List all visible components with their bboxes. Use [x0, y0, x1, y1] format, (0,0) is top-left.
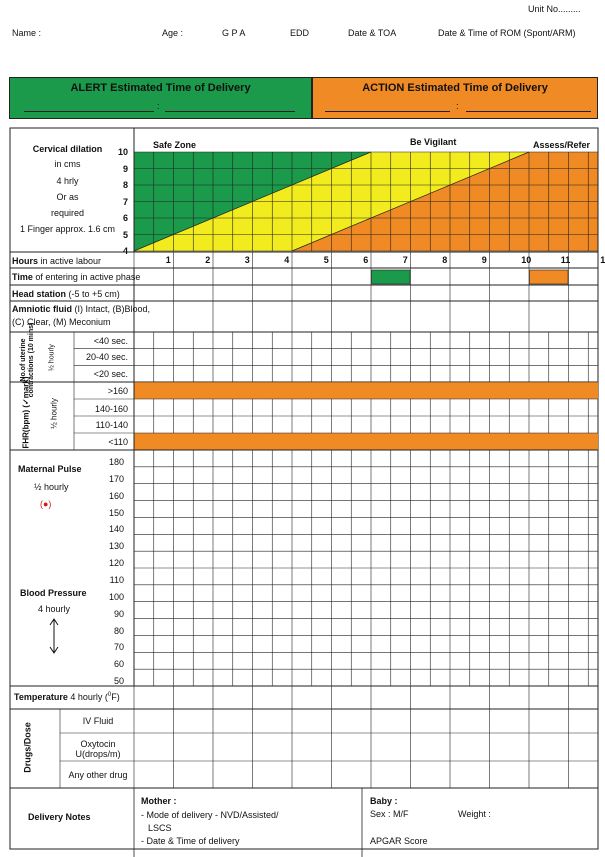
dilation-scale-6: 6: [122, 213, 128, 223]
fhr-row-1: >160: [107, 386, 128, 396]
hour-10: 10: [521, 255, 532, 265]
edd-label: EDD: [290, 28, 310, 38]
assess-zone-label: Assess/Refer: [533, 140, 591, 150]
dilation-line-3: Or as: [56, 192, 79, 202]
mother-lscs: LSCS: [148, 823, 172, 833]
maternal-scale-90: 90: [113, 608, 124, 619]
baby-weight: Weight :: [458, 809, 491, 819]
pulse-sub: ½ hourly: [34, 482, 69, 492]
contraction-row-2: 20-40 sec.: [85, 352, 128, 362]
hour-5: 5: [323, 255, 329, 265]
bp-title: Blood Pressure: [20, 588, 87, 598]
hour-3: 3: [244, 255, 250, 265]
action-hour-mark: [529, 269, 569, 285]
delivery-notes-label: Delivery Notes: [28, 812, 91, 822]
active-phase-label: Time of entering in active phase: [12, 272, 141, 282]
dilation-scale-10: 10: [117, 147, 128, 157]
mother-date: - Date & Time of delivery: [141, 836, 240, 846]
hour-12: 12: [600, 255, 605, 265]
maternal-scale-140: 140: [108, 524, 124, 535]
temperature-label: Temperature 4 hourly (0F): [14, 692, 120, 702]
contraction-row-3: <20 sec.: [93, 369, 128, 379]
date-toa-label: Date & TOA: [348, 28, 397, 38]
drugs-side-label: Drugs/Dose: [22, 722, 33, 773]
fhr-side-sub: ½ hourly: [49, 398, 59, 429]
fhr-row-3: 110-140: [95, 420, 128, 430]
maternal-scale-120: 120: [108, 558, 124, 569]
rom-label: Date & Time of ROM (Spont/ARM): [438, 28, 576, 38]
hours-label: Hours in active labour: [12, 256, 102, 266]
dilation-title: Cervical dilation: [32, 144, 103, 154]
head-station-label: Head station (-5 to +5 cm): [12, 289, 120, 299]
hour-9: 9: [481, 255, 487, 265]
vigilant-zone-label: Be Vigilant: [410, 137, 457, 147]
hour-7: 7: [402, 255, 408, 265]
drug-oxytocin: Oxytocin: [80, 739, 116, 749]
maternal-scale-100: 100: [108, 591, 124, 602]
dilation-scale-7: 7: [122, 196, 128, 207]
maternal-scale-50: 50: [113, 676, 124, 687]
hour-11: 11: [560, 255, 571, 265]
alert-time-blank[interactable]: [165, 111, 295, 112]
hour-8: 8: [442, 255, 448, 265]
action-title: ACTION Estimated Time of Delivery: [362, 82, 548, 94]
action-colon: :: [456, 101, 459, 111]
dilation-line-5: 1 Finger approx. 1.6 cm: [19, 224, 116, 234]
contraction-row-1: <40 sec.: [93, 336, 128, 346]
fhr-high-band: [134, 382, 598, 399]
action-banner: [312, 77, 598, 119]
action-time-blank[interactable]: [466, 111, 591, 112]
dilation-scale-4: 4: [122, 246, 128, 256]
dilation-scale-8: 8: [122, 180, 128, 190]
maternal-scale-130: 130: [108, 541, 124, 552]
alert-date-blank[interactable]: [24, 111, 154, 112]
dilation-scale-5: 5: [122, 229, 128, 240]
fhr-low-band: [134, 433, 598, 450]
dilation-scale-9: 9: [122, 163, 128, 174]
unit-number-label: Unit No.........: [528, 4, 581, 14]
pulse-marker-icon: (●): [40, 499, 52, 509]
fhr-row-2: 140-160: [94, 404, 128, 414]
baby-sex: Sex : M/F: [370, 809, 409, 819]
gpa-label: G P A: [222, 28, 246, 38]
mother-title: Mother :: [141, 796, 177, 806]
maternal-scale-160: 160: [108, 490, 124, 501]
maternal-scale-170: 170: [108, 473, 124, 484]
pulse-title: Maternal Pulse: [18, 464, 82, 474]
hour-4: 4: [284, 255, 290, 265]
drug-iv-fluid: IV Fluid: [82, 716, 114, 726]
maternal-scale-60: 60: [113, 659, 124, 670]
dilation-line-2: 4 hrly: [56, 176, 79, 186]
alert-banner: [9, 77, 312, 119]
hour-6: 6: [363, 255, 369, 265]
maternal-scale-110: 110: [109, 575, 124, 585]
drug-other: Any other drug: [68, 770, 128, 780]
maternal-scale-180: 180: [108, 457, 124, 467]
baby-apgar: APGAR Score: [370, 836, 428, 846]
amniotic-label-2: (C) Clear, (M) Meconium: [12, 317, 111, 327]
mother-mode: - Mode of delivery - NVD/Assisted/: [141, 810, 279, 820]
fhr-side-label: FHR(bpm) (✓mark): [21, 376, 31, 449]
bp-sub: 4 hourly: [38, 604, 71, 614]
alert-hour-mark: [371, 269, 411, 285]
action-date-blank[interactable]: [325, 111, 450, 112]
safe-zone-label: Safe Zone: [153, 140, 197, 150]
age-label: Age :: [162, 28, 184, 38]
fhr-row-4: <110: [108, 437, 128, 447]
hour-1: 1: [165, 255, 171, 265]
drug-oxytocin-unit: U(drops/m): [75, 749, 121, 759]
alert-colon: :: [157, 101, 160, 111]
maternal-scale-80: 80: [113, 625, 124, 636]
dilation-line-1: in cms: [54, 159, 81, 169]
alert-title: ALERT Estimated Time of Delivery: [70, 82, 251, 94]
maternal-scale-70: 70: [113, 642, 124, 653]
dilation-line-4: required: [50, 208, 85, 218]
maternal-scale-150: 150: [108, 507, 124, 518]
hour-2: 2: [205, 255, 211, 265]
name-label: Name :: [12, 28, 42, 38]
baby-title: Baby :: [370, 796, 398, 806]
amniotic-label-1: Amniotic fluid (I) Intact, (B)Blood,: [12, 304, 151, 314]
